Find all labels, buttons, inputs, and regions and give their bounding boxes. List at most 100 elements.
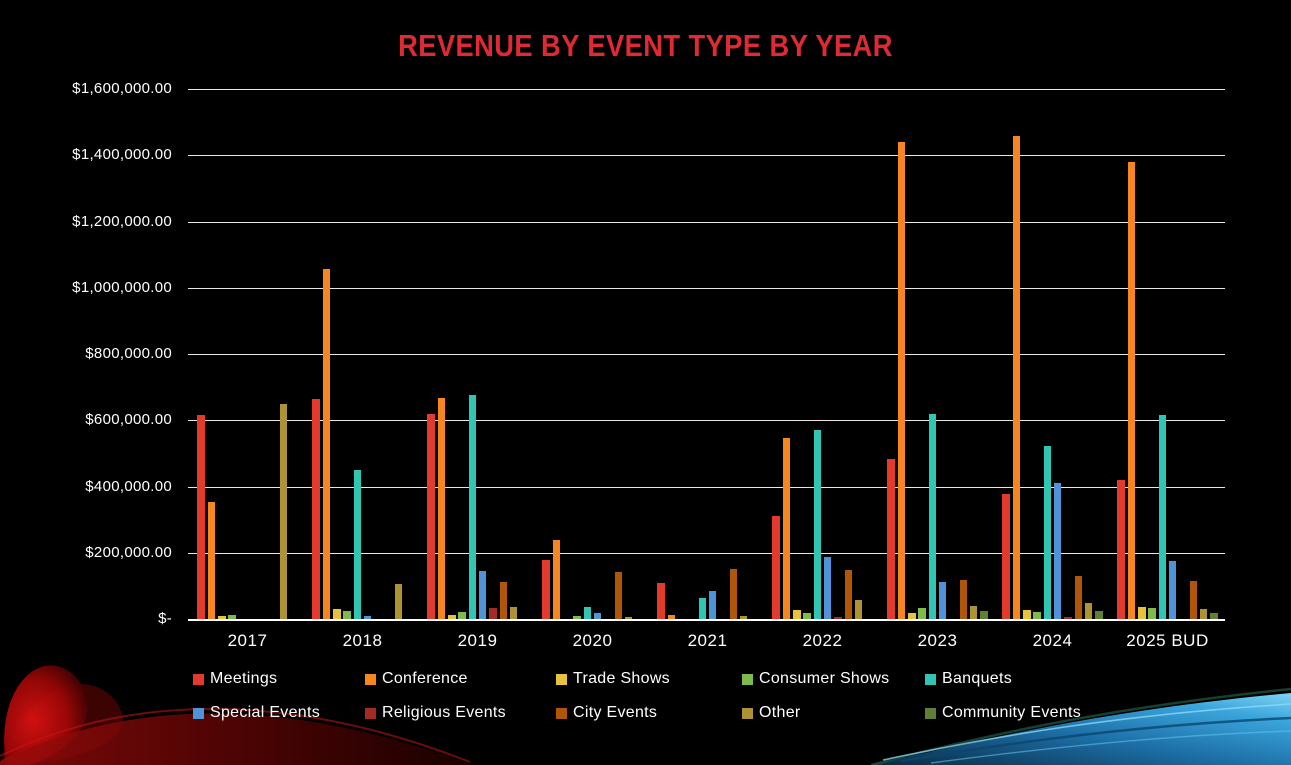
legend-row: Special Events Religious Events City Event… xyxy=(193,704,1145,722)
bar-conference-2022 xyxy=(782,438,791,619)
bar-consumer-shows-2018 xyxy=(343,611,351,619)
bar-special-events-2023 xyxy=(938,582,947,619)
bar-banquets-2025-bud xyxy=(1158,415,1167,619)
legend-item-other: Other xyxy=(742,704,925,722)
x-axis-label: 2024 xyxy=(1032,631,1073,650)
bar-other-2022 xyxy=(854,600,863,619)
bar-special-events-2021 xyxy=(708,591,717,619)
bar-consumer-shows-2020 xyxy=(573,616,581,619)
bar-trade-shows-2024 xyxy=(1023,610,1031,619)
bar-trade-shows-2023 xyxy=(908,613,916,619)
bar-consumer-shows-2017 xyxy=(228,615,236,619)
gridline xyxy=(188,354,1225,355)
legend-swatch xyxy=(556,707,567,719)
y-tick-label: $1,600,000.00 xyxy=(72,80,172,97)
bar-conference-2020 xyxy=(552,540,561,619)
legend-swatch xyxy=(742,673,753,685)
legend-item-banquets: Banquets xyxy=(925,670,1145,688)
bar-community-events-2023 xyxy=(980,611,988,619)
bar-trade-shows-2018 xyxy=(333,609,341,619)
y-tick-label: $600,000.00 xyxy=(85,411,172,429)
legend-swatch xyxy=(742,707,753,719)
legend-swatch xyxy=(556,673,567,685)
bar-special-events-2024 xyxy=(1053,483,1062,619)
legend-label: Trade Shows xyxy=(573,670,670,687)
bar-conference-2018 xyxy=(322,269,331,619)
bar-religious-events-2022 xyxy=(834,617,842,619)
chart-title: REVENUE BY EVENT TYPE BY YEAR xyxy=(398,28,893,63)
legend-item-meetings: Meetings xyxy=(193,670,365,688)
gridline xyxy=(188,155,1225,157)
bar-community-events-2024 xyxy=(1095,611,1103,619)
bar-consumer-shows-2022 xyxy=(803,613,811,619)
bar-conference-2021 xyxy=(667,615,676,619)
x-axis-label: 2018 xyxy=(342,631,383,650)
bar-consumer-shows-2019 xyxy=(458,612,466,619)
bar-meetings-2021 xyxy=(657,583,665,619)
bar-other-2019 xyxy=(509,607,518,619)
legend-label: Community Events xyxy=(942,704,1082,721)
bar-other-2017 xyxy=(279,404,288,619)
bar-city-events-2024 xyxy=(1074,576,1082,619)
bar-religious-events-2024 xyxy=(1064,617,1072,619)
bar-city-events-2025-bud xyxy=(1189,581,1197,619)
y-tick-label: $1,200,000.00 xyxy=(72,212,172,230)
bar-conference-2024 xyxy=(1012,136,1021,619)
legend-row: Meetings Conference Trade Shows Consumer Sh… xyxy=(193,670,1145,688)
bar-meetings-2019 xyxy=(427,414,435,619)
bar-trade-shows-2017 xyxy=(218,616,226,619)
bar-meetings-2025-bud xyxy=(1117,480,1125,619)
bar-special-events-2018 xyxy=(363,616,372,619)
bar-community-events-2025-bud xyxy=(1210,613,1218,619)
bar-consumer-shows-2023 xyxy=(918,608,926,619)
bar-conference-2017 xyxy=(207,502,216,619)
bar-banquets-2019 xyxy=(468,395,477,619)
legend-swatch xyxy=(365,673,376,685)
y-tick-label: $- xyxy=(158,610,172,627)
legend-item-conference: Conference xyxy=(365,670,556,688)
legend-label: Meetings xyxy=(210,670,278,687)
bar-consumer-shows-2025-bud xyxy=(1148,608,1156,619)
legend-item-community-events: Community Events xyxy=(925,704,1145,722)
bar-banquets-2023 xyxy=(928,414,937,619)
gridline xyxy=(188,89,1225,90)
x-axis-label: 2020 xyxy=(572,631,613,650)
bar-meetings-2024 xyxy=(1002,494,1010,619)
legend-swatch xyxy=(925,673,936,685)
bar-special-events-2020 xyxy=(593,613,602,619)
bar-city-events-2023 xyxy=(959,580,967,619)
gridline xyxy=(188,287,1225,289)
legend-swatch xyxy=(193,673,204,685)
bar-meetings-2022 xyxy=(772,516,780,619)
bar-meetings-2023 xyxy=(887,459,895,619)
y-tick-label: $200,000.00 xyxy=(85,543,172,561)
legend-label: Special Events xyxy=(210,704,321,721)
bar-conference-2019 xyxy=(437,398,446,619)
bar-special-events-2022 xyxy=(823,557,832,619)
gridline xyxy=(188,486,1225,488)
bar-religious-events-2019 xyxy=(489,608,497,619)
y-tick-label: $400,000.00 xyxy=(85,477,172,495)
legend-label: Conference xyxy=(382,670,468,687)
legend-swatch xyxy=(193,707,204,719)
legend-label: City Events xyxy=(573,704,658,721)
bar-banquets-2021 xyxy=(698,598,707,619)
bar-trade-shows-2019 xyxy=(448,615,456,619)
bar-banquets-2024 xyxy=(1043,446,1052,619)
gridline xyxy=(188,420,1225,422)
bar-other-2020 xyxy=(624,617,633,619)
x-axis-label: 2019 xyxy=(457,631,498,650)
bar-special-events-2025-bud xyxy=(1168,561,1177,619)
x-axis-line xyxy=(188,619,1225,621)
bar-banquets-2022 xyxy=(813,430,822,619)
plot-area xyxy=(188,89,1225,621)
bar-city-events-2019 xyxy=(499,582,507,619)
bar-conference-2025-bud xyxy=(1127,162,1136,619)
x-axis-label: 2017 xyxy=(227,631,268,650)
bar-meetings-2020 xyxy=(542,560,550,619)
gridline xyxy=(188,221,1225,223)
bar-meetings-2017 xyxy=(197,415,205,619)
bar-trade-shows-2022 xyxy=(793,610,801,619)
x-axis-label: 2025 BUD xyxy=(1126,631,1209,650)
